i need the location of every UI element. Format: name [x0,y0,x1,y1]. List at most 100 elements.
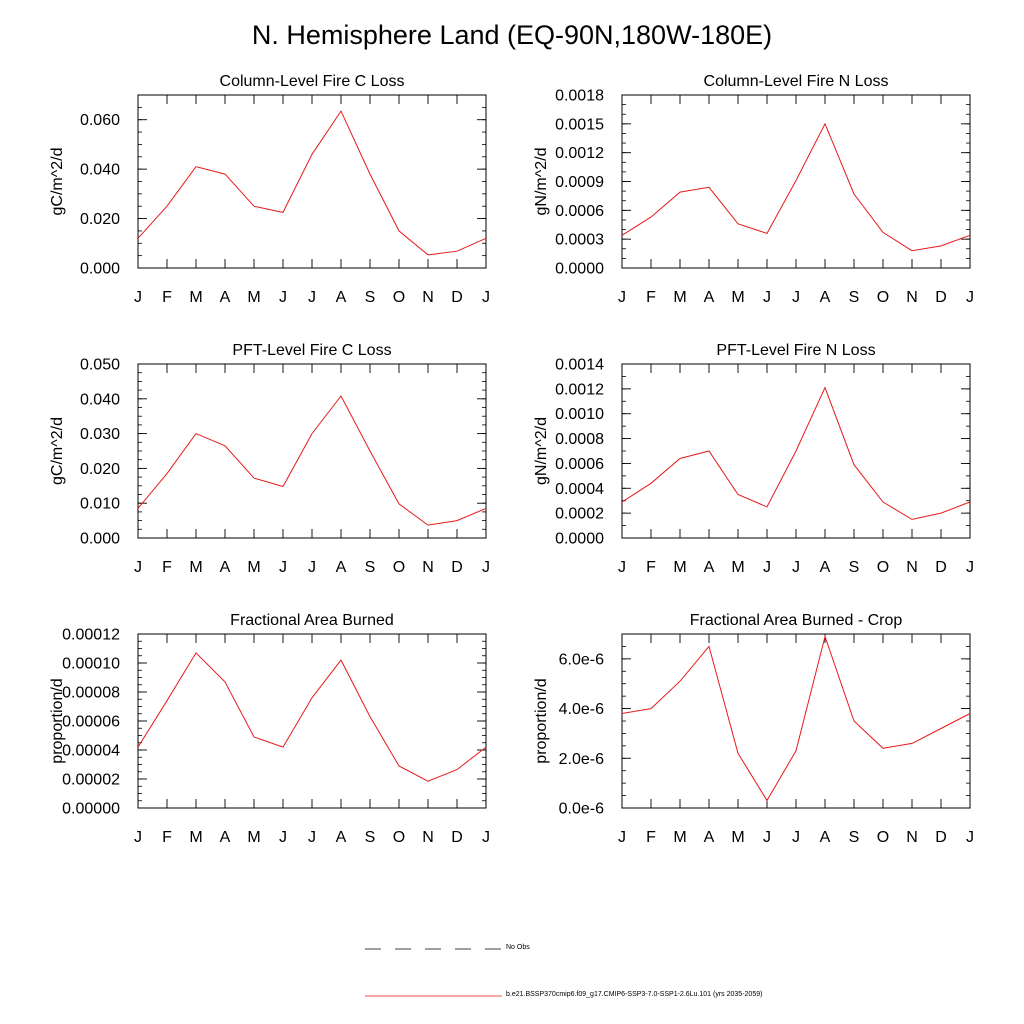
x-tick-label: F [646,289,656,306]
x-tick-label: J [618,559,626,576]
x-tick-label: A [820,829,831,846]
x-tick-label: A [336,829,347,846]
x-tick-label: M [189,829,202,846]
x-tick-label: M [247,289,260,306]
x-tick-label: O [393,289,405,306]
series-line [137,395,487,526]
y-tick-label: 0.0010 [555,406,604,423]
chart-title: Column-Level Fire N Loss [704,73,889,90]
y-tick-label: 2.0e-6 [559,751,604,768]
x-tick-label: N [422,289,434,306]
y-tick-label: 0.00012 [62,627,120,644]
y-tick-label: 0.040 [80,391,120,408]
x-tick-label: M [673,289,686,306]
x-tick-label: D [935,289,947,306]
x-tick-label: J [482,289,490,306]
y-tick-label: 0.060 [80,112,120,129]
y-axis-label: proportion/d [533,678,550,763]
chart-panel-4: PFT-Level Fire N Loss gN/m^2/d 0.0000 0.000… [533,342,974,576]
x-tick-label: J [308,829,316,846]
x-tick-label: J [966,559,974,576]
y-axis-label: gC/m^2/d [49,417,66,485]
x-tick-label: M [731,829,744,846]
y-tick-label: 0.010 [80,496,120,513]
x-tick-label: O [393,559,405,576]
x-tick-label: S [365,559,376,576]
x-tick-label: J [482,829,490,846]
x-tick-label: J [279,829,287,846]
y-tick-label: 0.030 [80,426,120,443]
x-tick-label: A [704,559,715,576]
x-tick-label: M [247,829,260,846]
x-tick-label: F [162,559,172,576]
x-tick-label: J [966,289,974,306]
y-axis-label: gC/m^2/d [49,148,66,216]
series-line [137,110,487,256]
x-tick-label: N [906,829,918,846]
x-tick-label: S [849,559,860,576]
plot-frame [621,633,971,809]
x-tick-label: J [134,289,142,306]
y-tick-label: 0.040 [80,162,120,179]
x-tick-label: A [220,289,231,306]
x-tick-label: J [308,559,316,576]
x-tick-label: J [618,289,626,306]
plot-frame [621,363,971,539]
chart-title: PFT-Level Fire C Loss [232,342,391,359]
x-tick-label: J [966,829,974,846]
y-tick-label: 0.020 [80,211,120,228]
x-tick-label: J [763,559,771,576]
x-tick-label: F [162,829,172,846]
y-tick-label: 0.0014 [555,357,604,374]
y-tick-label: 0.0015 [555,116,604,133]
x-tick-label: M [189,559,202,576]
chart-title: Fractional Area Burned [230,612,394,629]
x-tick-label: A [820,289,831,306]
legend-label-model: b.e21.BSSP370cmip6.f09_g17.CMIP6-SSP3-7.… [506,991,763,998]
x-tick-label: J [792,559,800,576]
legend-swatch-dashed [365,948,502,950]
x-tick-label: O [877,559,889,576]
series-line [621,634,971,802]
x-tick-label: J [134,829,142,846]
x-tick-label: M [189,289,202,306]
x-tick-label: O [877,289,889,306]
chart-title: Fractional Area Burned - Crop [690,612,903,629]
x-tick-label: J [618,829,626,846]
x-tick-label: J [792,829,800,846]
y-tick-label: 0.0012 [555,381,604,398]
y-tick-label: 0.00002 [62,772,120,789]
series-line [621,122,971,252]
x-tick-label: N [906,559,918,576]
y-tick-label: 0.00008 [62,685,120,702]
legend-label-obs: No Obs [506,944,530,951]
y-tick-label: 0.0002 [555,506,604,523]
chart-panel-6: Fractional Area Burned - Crop proportion/… [533,612,974,846]
x-tick-label: D [935,829,947,846]
plot-frame [137,633,487,809]
plot-frame [621,94,971,269]
y-tick-label: 0.0e-6 [559,801,604,818]
x-tick-label: S [849,829,860,846]
x-tick-label: A [820,559,831,576]
x-tick-label: J [308,289,316,306]
x-tick-label: D [451,559,463,576]
y-tick-label: 0.020 [80,461,120,478]
plot-frame [137,94,487,269]
x-tick-label: O [393,829,405,846]
x-tick-label: M [731,559,744,576]
x-tick-label: A [704,829,715,846]
x-tick-label: J [792,289,800,306]
chart-panel-1: Column-Level Fire C Loss gC/m^2/d 0.000 0.0… [49,73,490,306]
chart-title: PFT-Level Fire N Loss [716,342,875,359]
chart-panel-2: Column-Level Fire N Loss gN/m^2/d 0.0000 0.… [533,73,974,306]
x-tick-label: J [279,559,287,576]
y-tick-label: 0.00000 [62,801,120,818]
x-tick-label: D [451,829,463,846]
x-tick-label: D [451,289,463,306]
x-tick-label: A [220,829,231,846]
x-tick-label: S [365,289,376,306]
y-tick-label: 0.050 [80,357,120,374]
x-tick-label: S [365,829,376,846]
y-tick-label: 0.0006 [555,203,604,220]
